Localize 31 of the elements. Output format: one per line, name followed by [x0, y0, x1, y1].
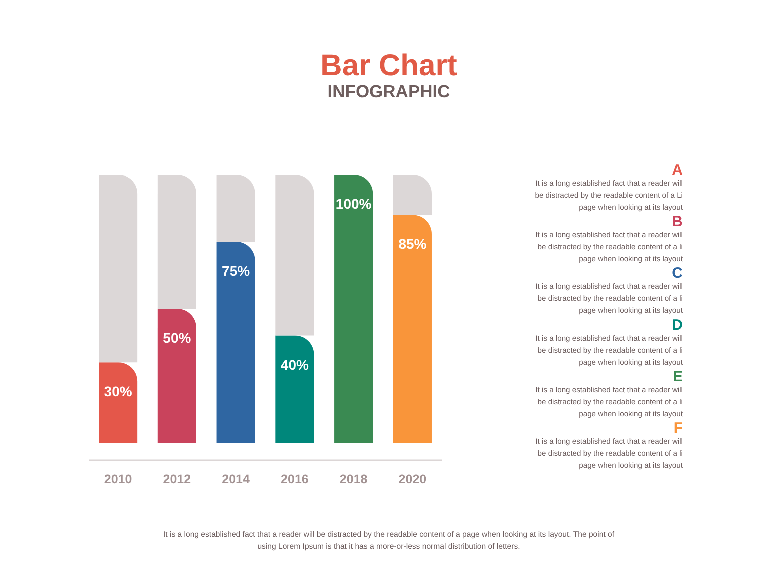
text: F [674, 420, 683, 437]
text: B [672, 214, 684, 231]
text: C [672, 265, 684, 282]
text: A [672, 162, 684, 179]
x-tick-label: 2016 [281, 472, 309, 486]
bar [276, 336, 314, 443]
data-label: 30% [104, 384, 133, 400]
data-label: 50% [163, 330, 192, 346]
data-label: 75% [222, 263, 251, 279]
bar [158, 175, 196, 309]
bar [393, 175, 432, 216]
bar [334, 175, 374, 443]
x-tick-label: 2012 [163, 472, 192, 486]
bar [158, 309, 196, 443]
bar [99, 362, 138, 443]
bar [216, 175, 256, 242]
text: E [672, 368, 683, 386]
chart-subtitle: INFOGRAPHIC [328, 82, 451, 102]
bar [99, 175, 138, 363]
data-label: 85% [398, 236, 428, 252]
x-tick-label: 2018 [340, 472, 368, 486]
x-tick-label: 2014 [222, 472, 250, 486]
bar [216, 242, 256, 443]
bar [393, 215, 432, 443]
x-tick-label: 2010 [104, 472, 132, 486]
chart-title: Bar Chart [320, 50, 458, 82]
data-label: 100% [336, 196, 372, 212]
x-tick-label: 2020 [398, 472, 427, 486]
data-label: 40% [280, 356, 310, 373]
bar [276, 175, 314, 336]
text: D [672, 316, 684, 334]
